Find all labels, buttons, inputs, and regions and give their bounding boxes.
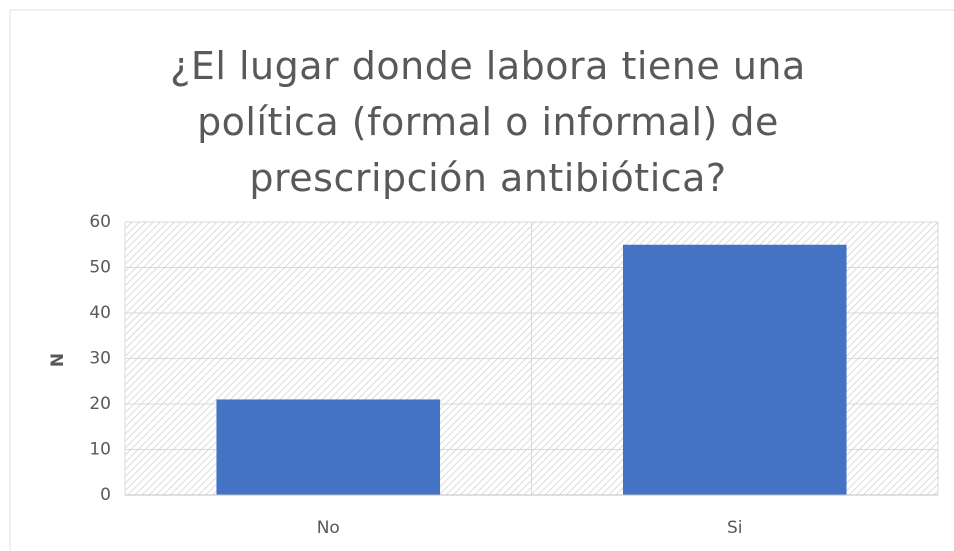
y-tick-label: 40 bbox=[89, 303, 111, 323]
x-tick-label: Si bbox=[727, 518, 743, 538]
y-axis-label: N bbox=[48, 353, 68, 367]
y-tick-label: 50 bbox=[89, 258, 111, 278]
bar bbox=[216, 399, 441, 495]
y-tick-label: 30 bbox=[89, 349, 111, 369]
y-tick-label: 60 bbox=[89, 212, 111, 232]
y-tick-label: 0 bbox=[100, 485, 111, 505]
x-tick-label: No bbox=[317, 518, 340, 538]
chart-title: ¿El lugar donde labora tiene una polític… bbox=[170, 44, 806, 200]
y-tick-label: 20 bbox=[89, 394, 111, 414]
bar bbox=[622, 244, 847, 495]
chart-frame bbox=[9, 9, 954, 551]
y-tick-label: 10 bbox=[89, 440, 111, 460]
